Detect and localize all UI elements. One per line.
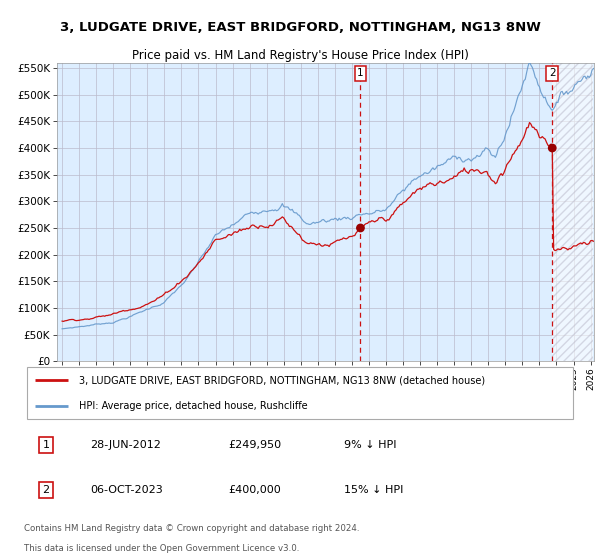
Text: 3, LUDGATE DRIVE, EAST BRIDGFORD, NOTTINGHAM, NG13 8NW: 3, LUDGATE DRIVE, EAST BRIDGFORD, NOTTIN… <box>59 21 541 34</box>
Text: 06-OCT-2023: 06-OCT-2023 <box>90 486 163 495</box>
Text: £249,950: £249,950 <box>228 440 281 450</box>
Text: 2: 2 <box>549 68 556 78</box>
Text: 15% ↓ HPI: 15% ↓ HPI <box>344 486 404 495</box>
Text: 28-JUN-2012: 28-JUN-2012 <box>90 440 161 450</box>
Text: Contains HM Land Registry data © Crown copyright and database right 2024.: Contains HM Land Registry data © Crown c… <box>24 524 359 533</box>
Text: This data is licensed under the Open Government Licence v3.0.: This data is licensed under the Open Gov… <box>24 544 299 553</box>
Text: Price paid vs. HM Land Registry's House Price Index (HPI): Price paid vs. HM Land Registry's House … <box>131 49 469 62</box>
Text: 1: 1 <box>43 440 50 450</box>
FancyBboxPatch shape <box>27 367 573 419</box>
Point <box>547 143 557 152</box>
Text: £400,000: £400,000 <box>228 486 281 495</box>
Text: HPI: Average price, detached house, Rushcliffe: HPI: Average price, detached house, Rush… <box>79 401 308 411</box>
Text: 1: 1 <box>357 68 364 78</box>
Text: 3, LUDGATE DRIVE, EAST BRIDGFORD, NOTTINGHAM, NG13 8NW (detached house): 3, LUDGATE DRIVE, EAST BRIDGFORD, NOTTIN… <box>79 375 485 385</box>
Text: 9% ↓ HPI: 9% ↓ HPI <box>344 440 397 450</box>
Text: 2: 2 <box>43 486 50 495</box>
Point <box>356 223 365 232</box>
